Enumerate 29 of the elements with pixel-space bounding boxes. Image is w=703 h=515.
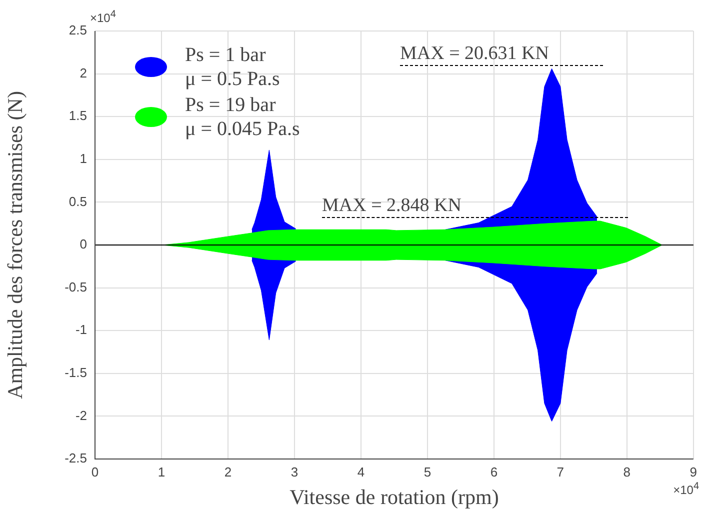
x-tick-label: 3 — [290, 464, 298, 480]
y-tick-label: -1 — [75, 322, 87, 338]
y-axis-title: Amplitude des forces transmises (N) — [3, 91, 28, 399]
text: ×10$^{4}$ — [673, 481, 699, 497]
text: ×10$^{4}$ — [90, 9, 116, 25]
y-tick-label: 2.5 — [68, 22, 87, 38]
legend-label: Ps = 1 bar μ = 0.5 Pa.s — [185, 43, 280, 91]
x-tick-label: 5 — [424, 464, 432, 480]
y-tick-label: 1.5 — [68, 108, 87, 124]
y-tick-label: -1.5 — [64, 364, 87, 380]
x-tick-label: 6 — [490, 464, 498, 480]
y-tick-label: 1 — [80, 150, 87, 166]
x-tick-label: 2 — [224, 464, 232, 480]
x-tick-label: 4 — [357, 464, 365, 480]
annotation: MAX = 20.631 KN — [400, 43, 603, 66]
y-tick-label: 0.5 — [68, 194, 87, 209]
x-tick-label: 9 — [690, 464, 697, 480]
x-axis-title: Vitesse de rotation (rpm) — [290, 484, 499, 509]
annotation: MAX = 2.848 KN — [322, 195, 628, 218]
legend-label: Ps = 19 bar μ = 0.045 Pa.s — [185, 93, 300, 141]
y-tick-label: 2 — [80, 65, 87, 80]
x-tick-label: 7 — [556, 464, 564, 480]
x-tick-label: 0 — [91, 464, 99, 480]
x-tick-label: 8 — [623, 464, 631, 480]
y-tick-label: -2.5 — [64, 450, 87, 466]
y-tick-label: -2 — [75, 408, 87, 423]
y-tick-label: -0.5 — [64, 279, 87, 294]
x-tick-label: 1 — [158, 464, 166, 480]
y-tick-label: 0 — [80, 236, 87, 252]
